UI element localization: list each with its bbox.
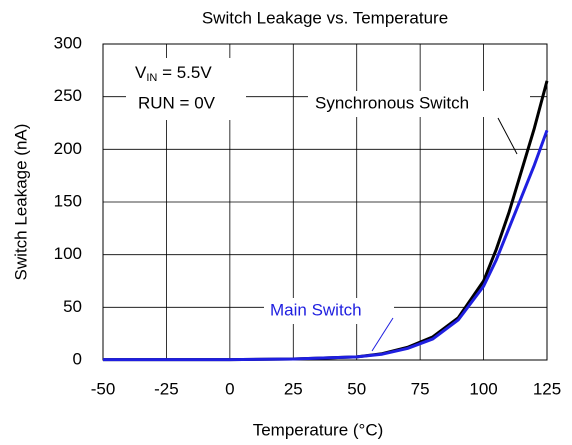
y-tick-label: 200 — [54, 139, 82, 158]
x-tick-label: 25 — [284, 379, 303, 398]
x-tick-label: -50 — [91, 379, 116, 398]
leader-line — [497, 117, 518, 155]
x-tick-label: 75 — [411, 379, 430, 398]
y-tick-label: 150 — [54, 191, 82, 210]
series-line — [103, 129, 549, 362]
x-tick-label: 100 — [469, 379, 497, 398]
y-tick-label: 0 — [73, 349, 82, 368]
plot-frame — [102, 43, 548, 361]
y-tick-label: 300 — [54, 33, 82, 52]
label-box — [264, 298, 394, 324]
annotation-box — [126, 58, 246, 120]
x-tick-label: -25 — [154, 379, 179, 398]
leader-line — [371, 317, 394, 352]
label-box — [308, 91, 530, 117]
x-tick-label: 0 — [225, 379, 234, 398]
series-label: Main Switch — [270, 300, 362, 319]
series-label: Synchronous Switch — [315, 93, 469, 112]
annotation-run: RUN = 0V — [138, 93, 216, 112]
y-tick-label: 100 — [54, 244, 82, 263]
y-axis-title: Switch Leakage (nA) — [11, 124, 30, 281]
y-tick-label: 250 — [54, 86, 82, 105]
y-tick-label: 50 — [63, 297, 82, 316]
vin-sub: IN — [146, 72, 157, 84]
x-tick-label: 125 — [533, 379, 561, 398]
x-tick-label: 50 — [347, 379, 366, 398]
annotation-vin: VIN = 5.5V — [135, 63, 212, 83]
vin-rest: = 5.5V — [157, 63, 212, 82]
x-axis-title: Temperature (°C) — [253, 420, 384, 439]
chart-title: Switch Leakage vs. Temperature — [202, 8, 448, 27]
vin-v: V — [135, 63, 147, 82]
